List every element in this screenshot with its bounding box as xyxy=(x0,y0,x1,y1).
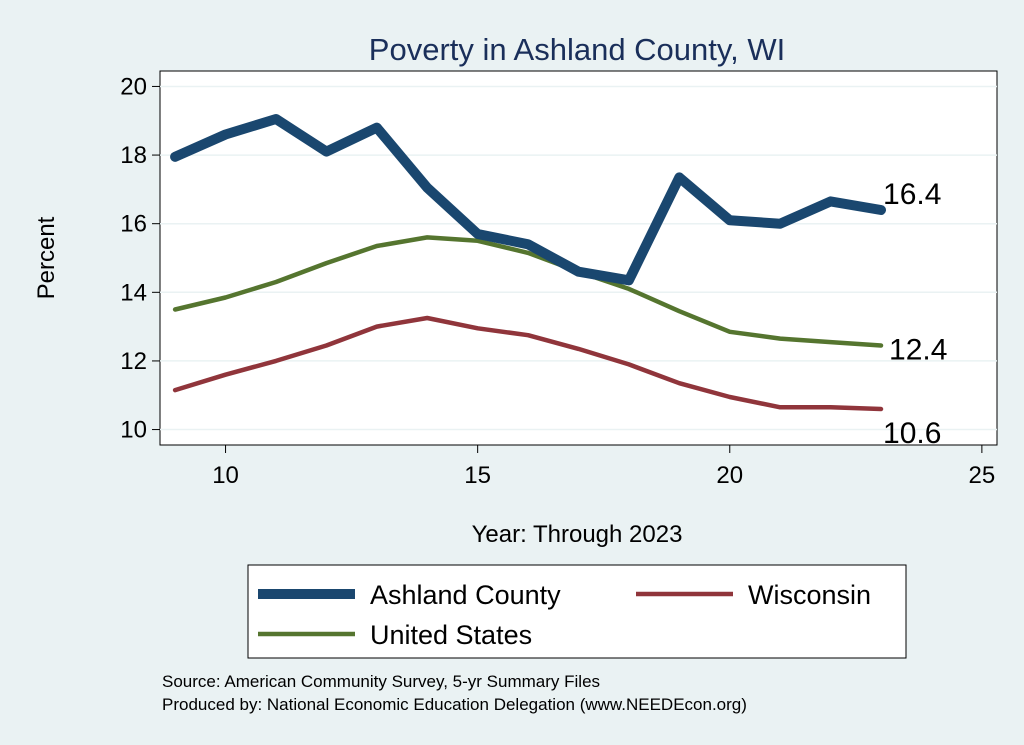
y-tick-label: 18 xyxy=(120,142,147,169)
x-tick-label: 15 xyxy=(464,462,491,489)
series-line-ashland-county xyxy=(170,114,886,286)
y-axis-title: Percent xyxy=(33,216,60,299)
x-tick-label: 25 xyxy=(969,462,996,489)
legend-label-united-states: United States xyxy=(370,620,532,650)
end-label-wisconsin: 10.6 xyxy=(883,417,941,450)
axes: 10 12 14 16 18 20 10 15 20 25 xyxy=(120,73,995,489)
y-tick-label: 12 xyxy=(120,348,147,375)
y-tick-label: 10 xyxy=(120,417,147,444)
source-note: Source: American Community Survey, 5-yr … xyxy=(162,672,600,691)
series-lines xyxy=(170,114,886,412)
chart-title: Poverty in Ashland County, WI xyxy=(369,32,785,67)
y-tick-label: 16 xyxy=(120,211,147,238)
legend-box xyxy=(247,564,907,659)
produced-by-note: Produced by: National Economic Education… xyxy=(162,695,747,714)
legend-label-ashland-county: Ashland County xyxy=(370,580,561,610)
x-tick-label: 20 xyxy=(716,462,743,489)
grid-lines xyxy=(160,85,997,431)
series-line-united-states xyxy=(172,235,884,348)
x-axis-title: Year: Through 2023 xyxy=(472,521,683,548)
y-tick-label: 14 xyxy=(120,279,147,306)
legend-label-wisconsin: Wisconsin xyxy=(748,580,871,610)
end-labels: 16.4 10.6 12.4 xyxy=(883,178,947,450)
series-line-wisconsin xyxy=(172,315,884,412)
y-tick-label: 20 xyxy=(120,73,147,100)
legend: Ashland County Wisconsin United States xyxy=(258,580,871,650)
end-label-ashland-county: 16.4 xyxy=(883,178,941,211)
x-tick-label: 10 xyxy=(212,462,239,489)
end-label-united-states: 12.4 xyxy=(889,333,947,366)
